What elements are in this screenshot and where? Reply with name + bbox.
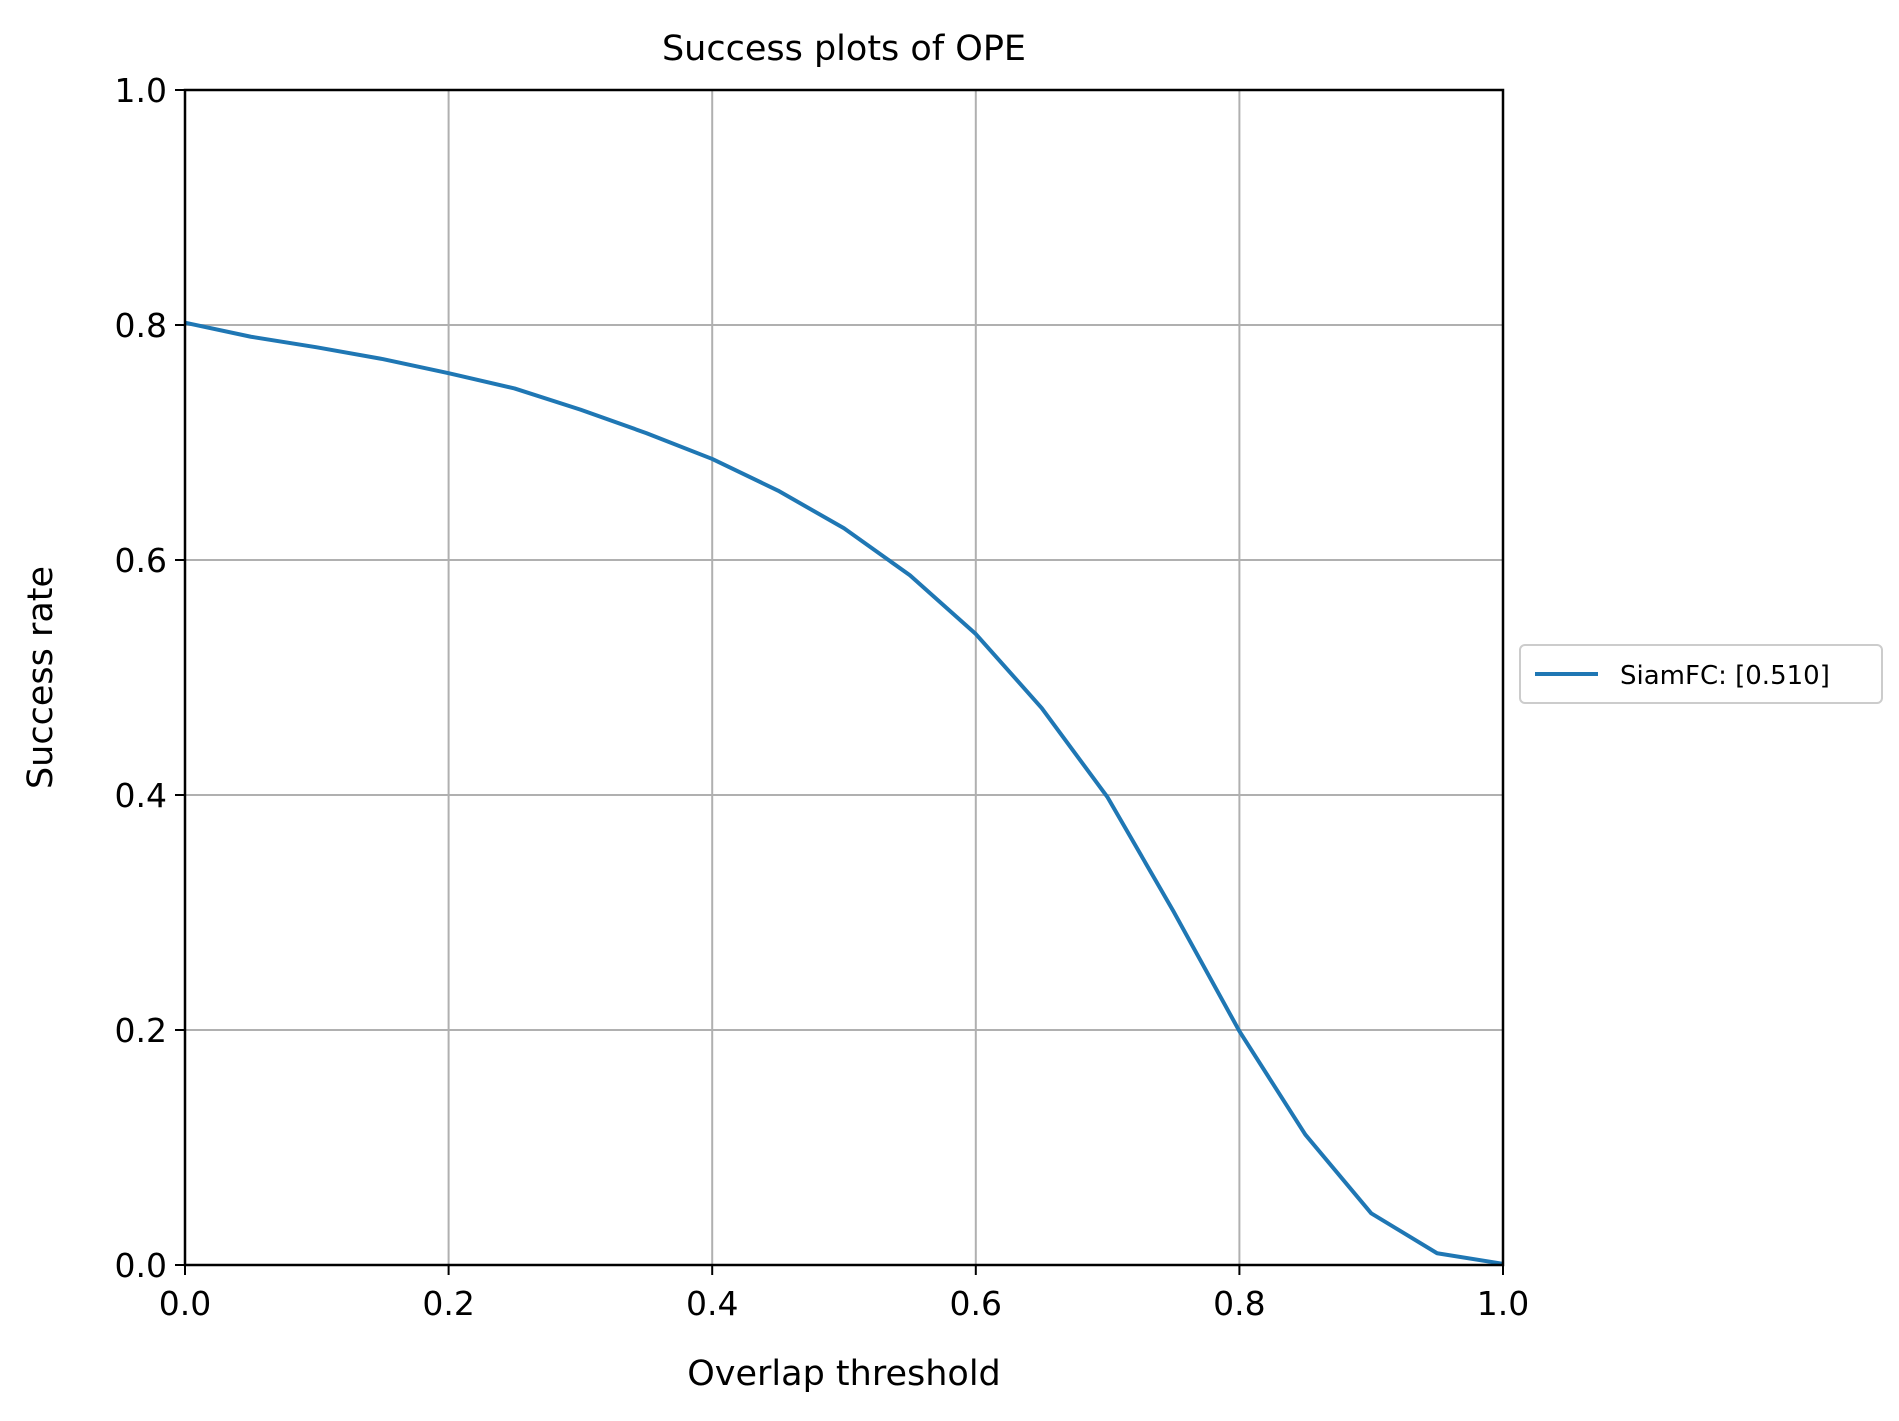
legend: SiamFC: [0.510] xyxy=(1519,644,1883,704)
x-tick-label: 0.6 xyxy=(950,1284,1002,1323)
series-layer xyxy=(184,320,1504,1266)
y-tick-label: 0.8 xyxy=(115,306,167,345)
y-tick-label: 1.0 xyxy=(115,71,167,110)
y-tick-label: 0.2 xyxy=(115,1011,167,1050)
x-tick-label: 0.2 xyxy=(422,1284,474,1323)
y-tick-label: 0.6 xyxy=(115,541,167,580)
tick-layer: 0.0 0.2 0.4 0.6 0.8 1.0 0.0 0.2 0.4 0.6 0.8 1.0 xyxy=(115,71,1530,1323)
legend-box xyxy=(1519,644,1883,704)
series-line-siamfc xyxy=(184,320,1504,1266)
legend-entry-siamfc: SiamFC: [0.510] xyxy=(1620,661,1830,691)
x-tick-label: 0.8 xyxy=(1213,1284,1265,1323)
y-axis-label: Success rate xyxy=(21,566,61,789)
y-tick-label: 0.4 xyxy=(115,776,167,815)
x-tick-label: 0.0 xyxy=(159,1284,211,1323)
axes-frame xyxy=(183,88,1505,1267)
y-tick-label: 0.0 xyxy=(115,1246,167,1285)
x-tick-label: 0.4 xyxy=(686,1284,738,1323)
x-axis-label: Overlap threshold xyxy=(687,1354,1001,1394)
chart-title: Success plots of OPE xyxy=(662,29,1026,69)
x-tick-label: 1.0 xyxy=(1477,1284,1529,1323)
